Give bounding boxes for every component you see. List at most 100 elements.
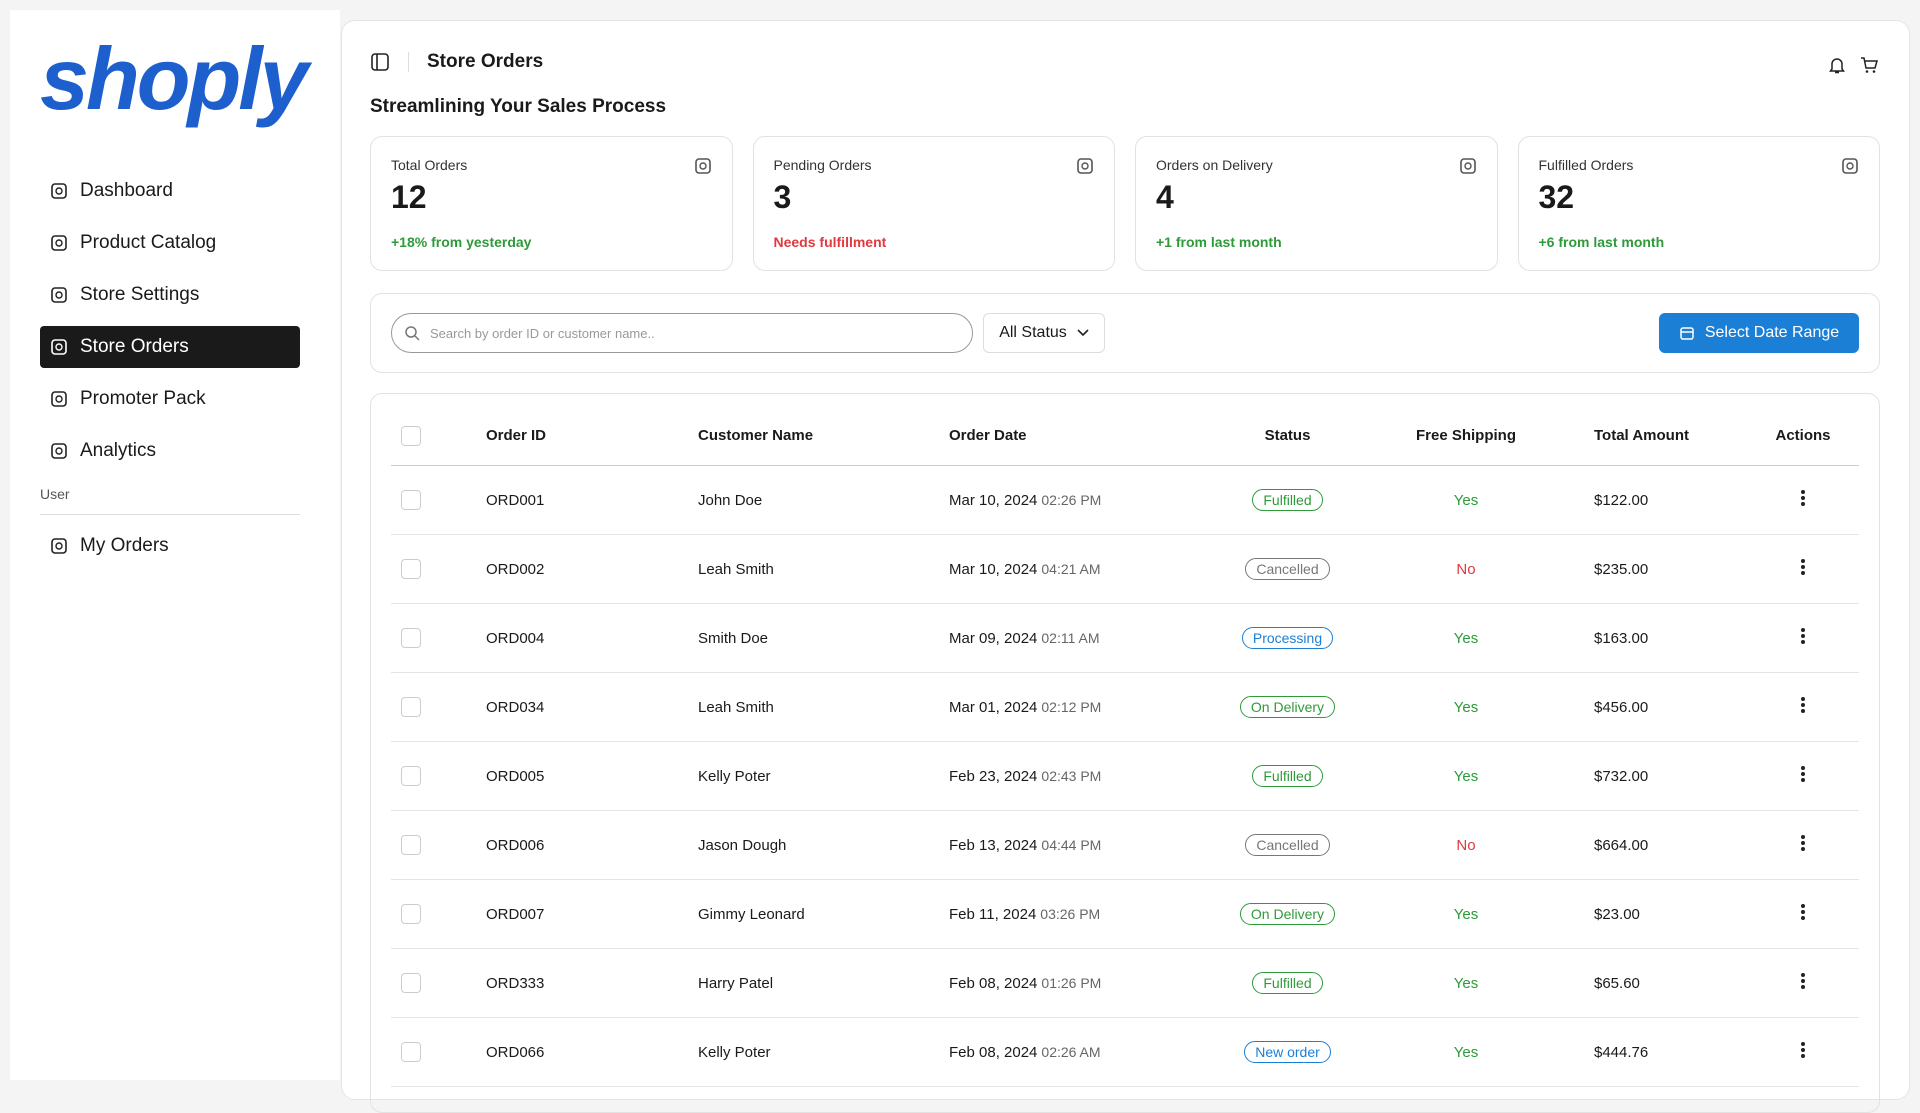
actions-menu[interactable] (1800, 627, 1806, 645)
bell-icon[interactable] (1827, 55, 1847, 75)
header-icons (1827, 55, 1879, 75)
status-badge: On Delivery (1239, 903, 1336, 925)
sidebar-toggle[interactable] (370, 52, 390, 72)
status-cell: Cancelled (1195, 834, 1380, 856)
status-badge: New order (1244, 1041, 1331, 1063)
customer-name: John Doe (698, 491, 763, 509)
nav-item[interactable]: Product Catalog (40, 222, 300, 264)
logo: shoply (40, 29, 309, 128)
nav-item[interactable]: Store Orders (40, 326, 300, 368)
status-badge: Fulfilled (1252, 765, 1323, 787)
nav-label: Store Settings (80, 284, 200, 305)
status-filter[interactable]: All Status (983, 313, 1105, 353)
order-date-cell: Feb 13, 2024 04:44 PM (949, 837, 1195, 854)
actions-cell (1745, 972, 1861, 994)
stat-cards: Total Orders 12 +18% from yesterday Pending… (370, 136, 1880, 271)
stat-note: +1 from last month (1156, 234, 1282, 250)
stat-value: 4 (1156, 179, 1174, 215)
actions-menu[interactable] (1800, 903, 1806, 921)
order-time: 04:44 PM (1041, 836, 1102, 853)
actions-menu[interactable] (1800, 489, 1806, 507)
order-id: ORD034 (486, 698, 545, 716)
order-date-cell: Mar 10, 2024 02:26 PM (949, 492, 1195, 509)
stat-value: 32 (1538, 179, 1575, 215)
checkbox[interactable] (401, 425, 421, 446)
order-date: Mar 10, 2024 (949, 491, 1038, 509)
actions-cell (1745, 1041, 1861, 1063)
checkbox[interactable] (401, 835, 421, 855)
nav-item[interactable]: My Orders (40, 525, 300, 567)
search-input[interactable]: Search by order ID or customer name.. (391, 313, 973, 353)
search-icon (405, 326, 420, 341)
total-amount: $664.00 (1594, 836, 1649, 854)
order-date: Feb 08, 2024 (949, 974, 1038, 992)
icon (51, 443, 67, 459)
table-row: ORD034 Leah Smith Mar 01, 2024 02:12 PM On D… (391, 673, 1859, 742)
column-header: Order ID (486, 427, 547, 444)
total-amount: $163.00 (1594, 629, 1649, 647)
nav-label: Analytics (80, 440, 157, 461)
checkbox[interactable] (401, 490, 421, 510)
order-date-cell: Mar 10, 2024 04:21 AM (949, 561, 1195, 578)
checkbox[interactable] (401, 904, 421, 924)
customer-name: Kelly Poter (698, 1043, 771, 1061)
actions-menu[interactable] (1800, 972, 1806, 990)
sidebar: shoply Dashboard Product Catalog Store Set… (10, 10, 340, 1080)
status-badge: Fulfilled (1252, 972, 1323, 994)
stat-note: +6 from last month (1538, 234, 1665, 250)
checkbox[interactable] (401, 973, 421, 993)
icon (51, 391, 67, 407)
stat-note: Needs fulfillment (773, 234, 887, 250)
column-header: Customer Name (698, 427, 814, 444)
checkbox[interactable] (401, 766, 421, 786)
order-id: ORD006 (486, 836, 545, 854)
actions-menu[interactable] (1800, 558, 1806, 576)
column-header: Status (1264, 427, 1311, 444)
column-header: Total Amount (1594, 427, 1689, 444)
actions-cell (1745, 489, 1861, 511)
order-date: Feb 13, 2024 (949, 836, 1038, 854)
table-row: ORD004 Smith Doe Mar 09, 2024 02:11 AM Proce… (391, 604, 1859, 673)
checkbox[interactable] (401, 697, 421, 717)
free-shipping: Yes (1453, 767, 1479, 785)
stat-card: Total Orders 12 +18% from yesterday (370, 136, 733, 271)
nav-item[interactable]: Promoter Pack (40, 378, 300, 420)
status-cell: Fulfilled (1195, 765, 1380, 787)
table-row: ORD007 Gimmy Leonard Feb 11, 2024 03:26 PM O… (391, 880, 1859, 949)
free-shipping: Yes (1453, 974, 1479, 992)
status-badge: Cancelled (1245, 558, 1330, 580)
order-date: Feb 11, 2024 (949, 905, 1037, 923)
cart-icon[interactable] (1859, 55, 1879, 75)
actions-menu[interactable] (1800, 765, 1806, 783)
order-date-cell: Feb 08, 2024 01:26 PM (949, 975, 1195, 992)
icon (51, 339, 67, 355)
actions-menu[interactable] (1800, 834, 1806, 852)
filter-bar: Search by order ID or customer name.. Al… (370, 293, 1880, 373)
order-time: 02:43 PM (1041, 767, 1102, 784)
nav-item[interactable]: Analytics (40, 430, 300, 472)
order-date: Feb 23, 2024 (949, 767, 1038, 785)
top-bar: Store Orders (370, 51, 543, 73)
search-placeholder: Search by order ID or customer name.. (430, 325, 655, 341)
actions-menu[interactable] (1800, 1041, 1806, 1059)
customer-name: Leah Smith (698, 698, 774, 716)
status-badge: On Delivery (1239, 696, 1336, 718)
order-date-cell: Feb 11, 2024 03:26 PM (949, 906, 1195, 923)
customer-name: Jason Dough (698, 836, 787, 854)
order-time: 04:21 AM (1041, 560, 1101, 577)
date-range-button[interactable]: Select Date Range (1659, 313, 1859, 353)
checkbox[interactable] (401, 559, 421, 579)
order-date-cell: Feb 08, 2024 02:26 AM (949, 1044, 1195, 1061)
customer-name: Gimmy Leonard (698, 905, 805, 923)
actions-cell (1745, 558, 1861, 580)
actions-menu[interactable] (1800, 696, 1806, 714)
page: Store Orders {"logo":"shoply", "nav":["D… (10, 10, 1910, 1113)
icon (1459, 158, 1476, 174)
nav-item[interactable]: Store Settings (40, 274, 300, 316)
icon (51, 183, 67, 199)
checkbox[interactable] (401, 1042, 421, 1062)
free-shipping: Yes (1453, 905, 1479, 923)
checkbox[interactable] (401, 628, 421, 648)
nav-item[interactable]: Dashboard (40, 170, 300, 212)
total-amount: $444.76 (1594, 1043, 1649, 1061)
